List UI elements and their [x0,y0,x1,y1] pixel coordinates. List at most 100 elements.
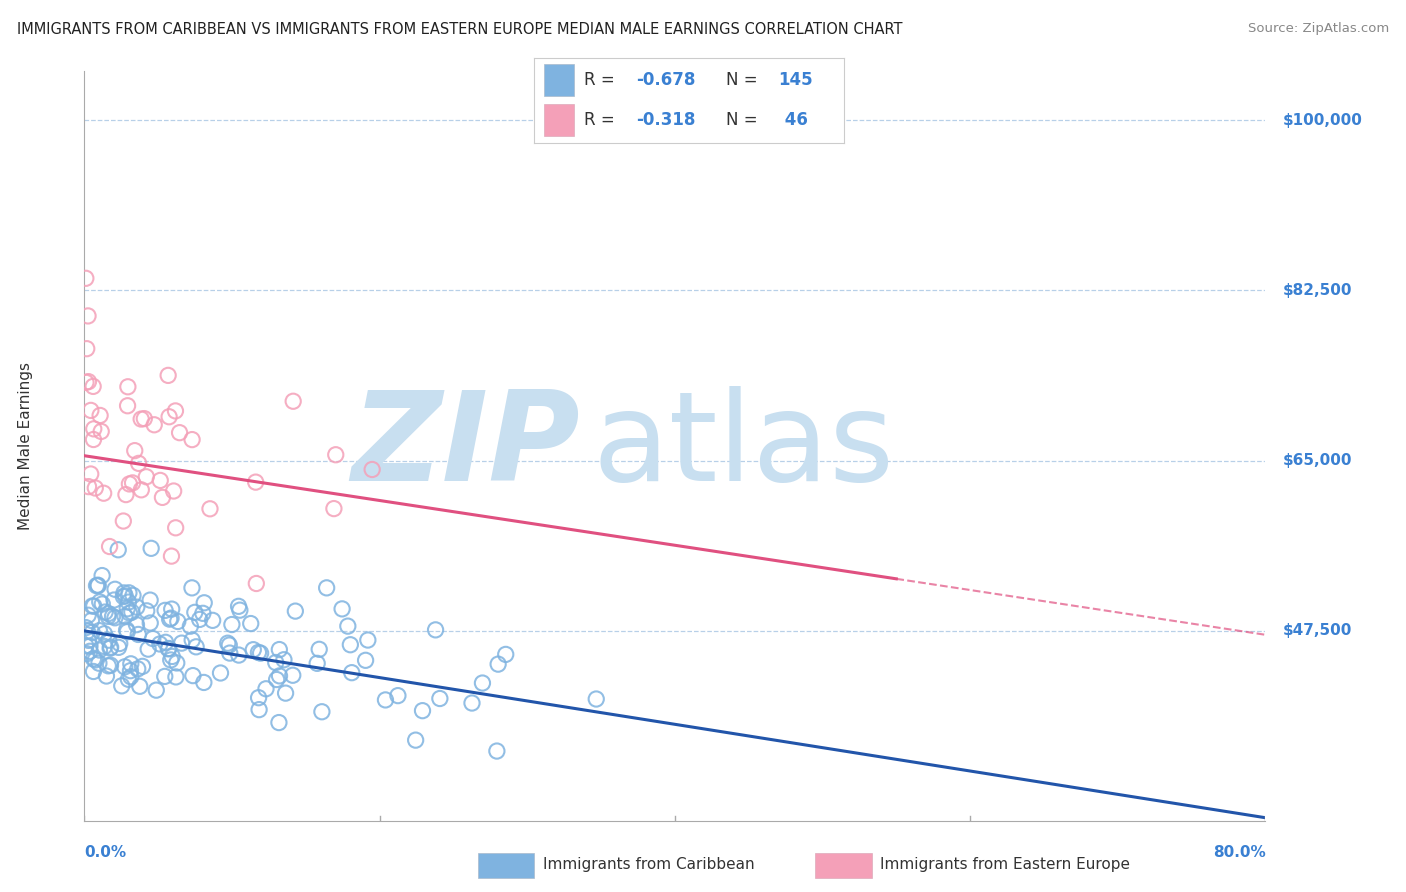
Point [82,625,104,640]
Point [165,521,187,535]
Point [75,271,97,285]
Point [193,675,215,690]
Point [125,600,148,615]
Text: atlas: atlas [592,385,894,507]
Point [153,669,176,683]
Point [142,632,165,646]
Point [80,467,103,481]
Point [361,462,384,476]
Point [166,615,188,629]
Point [139,615,162,630]
Text: 80.0%: 80.0% [1212,845,1265,860]
Point [124,443,146,458]
Point [486,657,509,672]
Point [184,640,207,654]
Text: 46: 46 [779,111,807,128]
Point [242,642,264,657]
Point [97,607,120,621]
Point [485,744,508,758]
Bar [544,64,575,96]
Point [191,607,214,621]
Point [181,668,204,682]
Point [495,648,517,662]
Point [181,633,204,648]
Point [79,639,101,653]
Text: Immigrants from Caribbean: Immigrants from Caribbean [543,857,755,871]
Point [412,704,434,718]
Point [249,646,271,660]
Point [134,411,156,425]
Point [228,648,250,662]
Point [221,617,243,632]
Point [163,483,186,498]
Point [117,399,139,413]
Point [82,379,104,393]
Text: Source: ZipAtlas.com: Source: ZipAtlas.com [1249,22,1389,36]
Point [157,641,180,656]
Point [181,581,204,595]
Point [108,636,131,650]
Point [160,649,183,664]
Point [152,491,174,505]
Point [135,469,157,483]
Point [93,640,115,654]
Point [143,417,166,432]
Point [315,581,337,595]
Point [267,715,290,730]
Point [357,633,380,648]
Point [93,486,115,500]
Point [77,309,100,323]
Point [281,668,304,682]
Point [425,623,447,637]
Point [117,624,139,639]
Point [90,425,112,439]
Point [89,624,111,638]
Point [117,380,139,394]
Point [283,394,305,409]
Point [284,604,307,618]
Point [159,653,181,667]
Point [121,475,143,490]
Point [120,657,142,671]
Point [169,425,191,440]
Point [77,633,100,648]
Point [131,659,153,673]
Point [89,595,111,609]
Text: R =: R = [583,71,620,89]
Text: $82,500: $82,500 [1284,283,1353,298]
Point [128,456,150,470]
Point [165,404,187,418]
Point [104,582,127,597]
Point [75,621,97,635]
Point [330,602,353,616]
Point [94,605,117,619]
Point [76,624,98,639]
Text: R =: R = [583,111,620,128]
Point [77,608,100,623]
Point [107,640,129,655]
Point [91,568,114,582]
Text: 0.0%: 0.0% [84,845,127,860]
Point [239,616,262,631]
Point [77,480,100,494]
Point [325,448,347,462]
Point [201,613,224,627]
Point [114,589,136,603]
Point [141,541,163,556]
Point [122,588,145,602]
Point [149,474,172,488]
Point [179,619,201,633]
Point [87,579,110,593]
Point [83,422,105,436]
Point [125,617,148,632]
Point [273,653,295,667]
Point [76,647,98,661]
Point [118,606,141,620]
Point [128,679,150,693]
Point [118,477,141,491]
Point [75,639,97,653]
Point [112,586,135,600]
Point [118,586,141,600]
Point [97,609,120,624]
Point [115,602,138,616]
